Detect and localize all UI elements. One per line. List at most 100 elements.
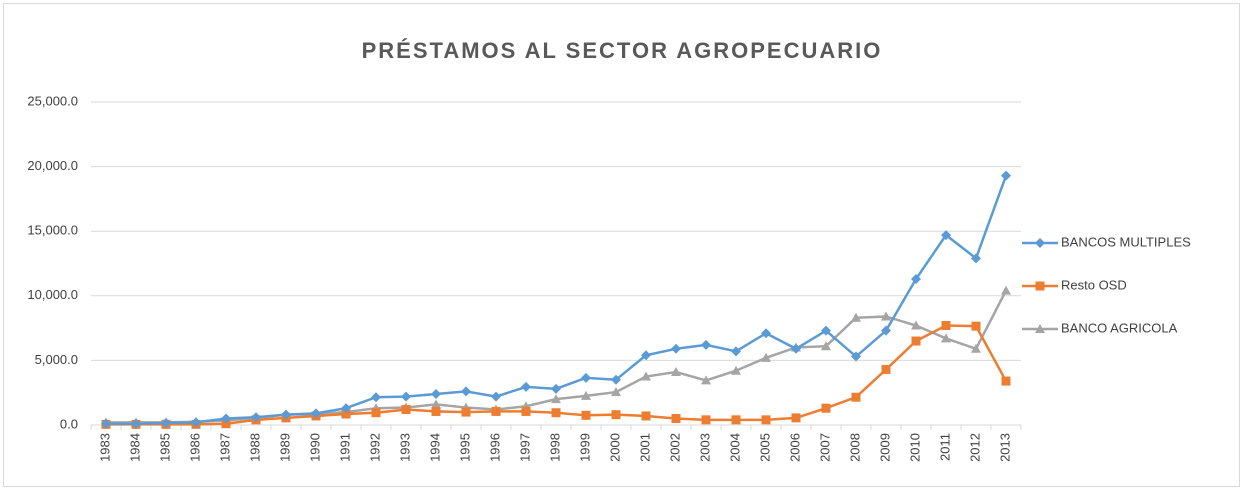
marker <box>581 390 591 400</box>
marker <box>401 391 411 402</box>
marker <box>821 403 831 413</box>
marker <box>371 408 381 418</box>
marker <box>461 386 471 397</box>
marker <box>101 418 111 429</box>
x-tick-label: 2013 <box>997 433 1012 462</box>
x-tick-label: 2006 <box>787 433 802 462</box>
marker <box>791 413 801 423</box>
legend-label: BANCOS MULTIPLES <box>1061 234 1191 249</box>
x-tick-label: 1991 <box>337 433 352 462</box>
marker <box>431 388 441 399</box>
marker <box>941 321 951 331</box>
marker <box>641 371 651 381</box>
x-tick-label: 1987 <box>217 433 232 462</box>
x-tick-label: 2002 <box>667 433 682 462</box>
y-tick-label: 25,000.0 <box>27 93 78 108</box>
marker <box>1001 285 1011 295</box>
x-tick-label: 2000 <box>607 433 622 462</box>
x-tick-label: 1984 <box>127 433 142 462</box>
marker <box>701 375 711 385</box>
legend-marker <box>1035 281 1045 291</box>
marker <box>731 415 741 425</box>
x-tick-label: 2007 <box>817 433 832 462</box>
marker <box>911 336 921 346</box>
marker <box>791 343 801 354</box>
marker <box>671 367 681 377</box>
marker <box>641 411 651 421</box>
x-tick-label: 1999 <box>577 433 592 462</box>
marker <box>341 403 351 414</box>
x-tick-label: 1993 <box>397 433 412 462</box>
marker <box>551 394 561 404</box>
marker <box>761 352 771 362</box>
marker <box>401 404 411 414</box>
marker <box>821 325 831 336</box>
y-tick-label: 15,000.0 <box>27 223 78 238</box>
marker <box>161 418 171 429</box>
marker <box>671 414 681 424</box>
chart-title: PRÉSTAMOS AL SECTOR AGROPECUARIO <box>362 38 883 63</box>
marker <box>431 406 441 416</box>
marker <box>971 321 981 331</box>
marker <box>221 413 231 424</box>
marker <box>701 339 711 350</box>
legend-label: Resto OSD <box>1061 277 1127 292</box>
x-tick-label: 2001 <box>637 433 652 462</box>
marker <box>881 364 891 374</box>
marker <box>131 418 141 429</box>
marker <box>911 274 921 285</box>
x-tick-label: 1994 <box>427 433 442 462</box>
x-tick-label: 1992 <box>367 433 382 462</box>
x-tick-label: 1996 <box>487 433 502 462</box>
marker <box>611 410 621 420</box>
marker <box>881 311 891 321</box>
marker <box>521 406 531 416</box>
x-tick-label: 1997 <box>517 433 532 462</box>
marker <box>581 372 591 383</box>
marker <box>521 381 531 392</box>
legend-marker <box>1035 324 1045 333</box>
marker <box>701 415 711 425</box>
x-tick-label: 2012 <box>967 433 982 462</box>
marker <box>641 350 651 361</box>
marker <box>851 351 861 362</box>
marker <box>821 341 831 351</box>
x-tick-label: 2003 <box>697 433 712 462</box>
y-tick-label: 20,000.0 <box>27 158 78 173</box>
marker <box>311 408 321 419</box>
x-tick-label: 1998 <box>547 433 562 462</box>
x-tick-label: 1990 <box>307 433 322 462</box>
marker <box>221 419 231 429</box>
x-tick-label: 1985 <box>157 433 172 462</box>
x-tick-label: 1995 <box>457 433 472 462</box>
marker <box>491 391 501 402</box>
marker <box>941 230 951 241</box>
x-tick-label: 1988 <box>247 433 262 462</box>
marker <box>551 383 561 394</box>
x-tick-label: 1983 <box>97 433 112 462</box>
marker <box>431 399 441 409</box>
x-tick-label: 1989 <box>277 433 292 462</box>
x-tick-label: 2010 <box>907 433 922 462</box>
marker <box>761 328 771 339</box>
marker <box>371 392 381 403</box>
x-tick-label: 2005 <box>757 433 772 462</box>
marker <box>581 410 591 420</box>
y-tick-label: 5,000.0 <box>35 352 78 367</box>
legend-label: BANCO AGRICOLA <box>1061 320 1178 335</box>
marker <box>911 320 921 330</box>
y-tick-label: 0.0 <box>60 416 78 431</box>
marker <box>611 387 621 397</box>
marker <box>281 409 291 420</box>
marker <box>731 365 741 375</box>
marker <box>971 253 981 264</box>
y-tick-label: 10,000.0 <box>27 287 78 302</box>
marker <box>731 346 741 357</box>
marker <box>251 412 261 423</box>
chart-border <box>3 3 1240 487</box>
marker <box>461 407 471 417</box>
marker <box>551 408 561 418</box>
marker <box>491 406 501 416</box>
marker <box>761 415 771 425</box>
